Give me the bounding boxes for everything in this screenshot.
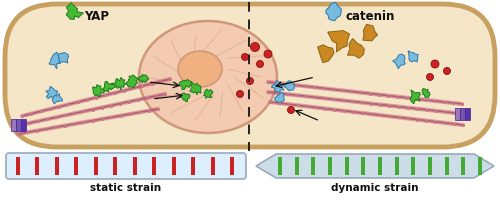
Text: dynamic strain: dynamic strain — [331, 182, 419, 192]
Polygon shape — [392, 55, 406, 69]
Polygon shape — [328, 31, 349, 53]
Polygon shape — [408, 52, 418, 63]
Bar — [378, 157, 382, 175]
Polygon shape — [49, 53, 60, 70]
Bar — [10, 119, 16, 131]
Bar — [428, 157, 432, 175]
Circle shape — [444, 68, 450, 75]
Polygon shape — [180, 80, 192, 90]
Bar — [460, 108, 464, 120]
Bar — [16, 157, 20, 175]
Text: YAP: YAP — [84, 10, 109, 23]
Polygon shape — [348, 39, 364, 59]
Polygon shape — [66, 4, 84, 20]
Polygon shape — [179, 94, 190, 102]
Bar — [294, 157, 298, 175]
Bar — [278, 157, 282, 175]
FancyBboxPatch shape — [5, 5, 495, 147]
Polygon shape — [111, 78, 126, 91]
Ellipse shape — [178, 52, 222, 88]
Bar — [55, 157, 59, 175]
Bar — [16, 119, 20, 131]
Bar — [328, 157, 332, 175]
Polygon shape — [318, 46, 334, 63]
Circle shape — [256, 61, 264, 68]
Bar — [230, 157, 234, 175]
Bar — [20, 119, 25, 131]
Bar — [478, 157, 482, 175]
Polygon shape — [138, 75, 148, 84]
Bar — [454, 108, 460, 120]
Text: static strain: static strain — [90, 182, 162, 192]
Bar — [132, 157, 136, 175]
Polygon shape — [274, 93, 284, 103]
FancyBboxPatch shape — [6, 153, 246, 179]
Bar — [462, 157, 466, 175]
Polygon shape — [52, 94, 62, 104]
Polygon shape — [256, 154, 494, 178]
Bar — [312, 157, 316, 175]
Bar — [362, 157, 366, 175]
Bar — [464, 108, 469, 120]
Ellipse shape — [139, 22, 277, 133]
Polygon shape — [283, 81, 294, 91]
Circle shape — [250, 43, 260, 52]
Bar — [191, 157, 195, 175]
Circle shape — [264, 51, 272, 59]
Circle shape — [431, 61, 439, 69]
Bar — [210, 157, 214, 175]
Polygon shape — [326, 3, 342, 22]
Polygon shape — [422, 89, 430, 98]
Bar — [394, 157, 398, 175]
Bar — [152, 157, 156, 175]
Circle shape — [236, 91, 244, 98]
Text: catenin: catenin — [345, 10, 395, 23]
Circle shape — [426, 74, 434, 81]
Polygon shape — [410, 90, 420, 104]
Polygon shape — [102, 82, 116, 92]
Polygon shape — [58, 53, 68, 64]
Bar — [344, 157, 348, 175]
Bar — [114, 157, 117, 175]
Polygon shape — [363, 25, 378, 42]
Polygon shape — [46, 87, 58, 99]
Polygon shape — [190, 83, 201, 95]
Circle shape — [246, 78, 254, 85]
Bar — [94, 157, 98, 175]
Polygon shape — [126, 75, 140, 88]
Polygon shape — [204, 90, 213, 99]
Circle shape — [288, 107, 294, 114]
Bar — [36, 157, 40, 175]
Bar — [412, 157, 416, 175]
Polygon shape — [272, 81, 284, 93]
Polygon shape — [92, 85, 105, 97]
Bar — [74, 157, 78, 175]
Bar — [444, 157, 448, 175]
Circle shape — [242, 54, 248, 61]
Bar — [172, 157, 175, 175]
